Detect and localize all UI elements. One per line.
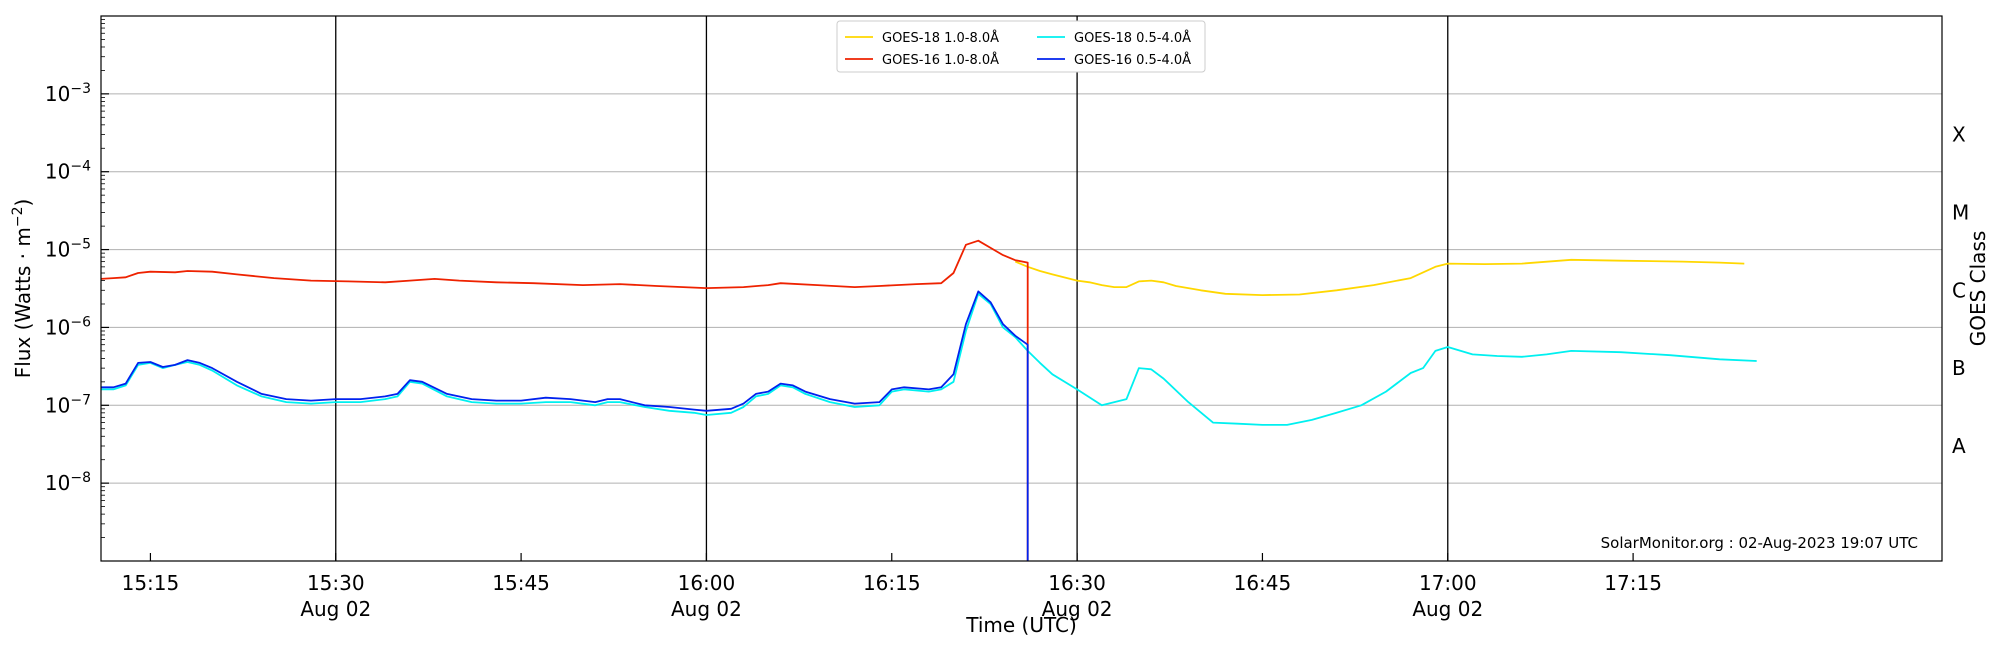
y-tick-label: 10−3	[45, 81, 91, 106]
y-tick-label: 10−6	[45, 314, 91, 339]
y-tick-label: 10−4	[45, 159, 91, 184]
x-tick-date-label: Aug 02	[300, 597, 371, 621]
series-line-3	[101, 290, 1029, 561]
x-tick-label: 16:00	[678, 571, 736, 595]
legend-label: GOES-16 1.0-8.0Å	[882, 52, 999, 68]
series-line-2	[100, 239, 1029, 561]
x-tick-date-label: Aug 02	[671, 597, 742, 621]
y-axis-title: Flux (Watts · m−2)	[10, 199, 35, 379]
legend-label: GOES-18 1.0-8.0Å	[882, 30, 999, 46]
x-tick-label: 15:45	[492, 571, 550, 595]
y-tick-label: 10−7	[45, 392, 91, 417]
x-tick-label: 16:45	[1234, 571, 1292, 595]
series-line-1	[101, 292, 1757, 426]
x-tick-label: 16:15	[863, 571, 921, 595]
legend-box	[836, 20, 1206, 73]
y-axis-title-exponent: −2	[10, 207, 26, 228]
x-axis-title: Time (UTC)	[965, 613, 1077, 637]
credit-text: SolarMonitor.org : 02-Aug-2023 19:07 UTC	[1601, 534, 1918, 552]
y-tick-label: 10−5	[45, 237, 91, 262]
goes-class-label: B	[1952, 356, 1966, 380]
goes-class-label: M	[1952, 200, 1969, 224]
goes-class-label: X	[1952, 123, 1966, 147]
x-tick-label: 16:30	[1048, 571, 1106, 595]
series-line-0	[1014, 258, 1745, 297]
vertical-lines	[335, 16, 1449, 561]
x-tick-label: 17:00	[1419, 571, 1477, 595]
goes-class-label: C	[1952, 278, 1966, 302]
y-axis-title-close: )	[11, 199, 35, 207]
grid-layer	[101, 93, 1942, 484]
x-tick-label: 15:30	[307, 571, 365, 595]
plot-frame	[100, 15, 1943, 562]
legend: GOES-18 1.0-8.0Å GOES-18 0.5-4.0Å GOES-16 …	[836, 20, 1206, 73]
legend-label: GOES-18 0.5-4.0Å	[1074, 30, 1191, 46]
series-layer	[100, 239, 1757, 561]
goes-class-label: A	[1952, 434, 1966, 458]
x-tick-label: 15:15	[122, 571, 180, 595]
x-tick-date-label: Aug 02	[1042, 597, 1113, 621]
y-tick-label: 10−8	[45, 470, 91, 495]
x-tick-date-label: Aug 02	[1412, 597, 1483, 621]
y-axis-title-main: Flux (Watts · m	[11, 227, 35, 378]
legend-label: GOES-16 0.5-4.0Å	[1074, 52, 1191, 68]
x-tick-label: 17:15	[1604, 571, 1662, 595]
goes-class-axis-title: GOES Class	[1966, 231, 1990, 347]
